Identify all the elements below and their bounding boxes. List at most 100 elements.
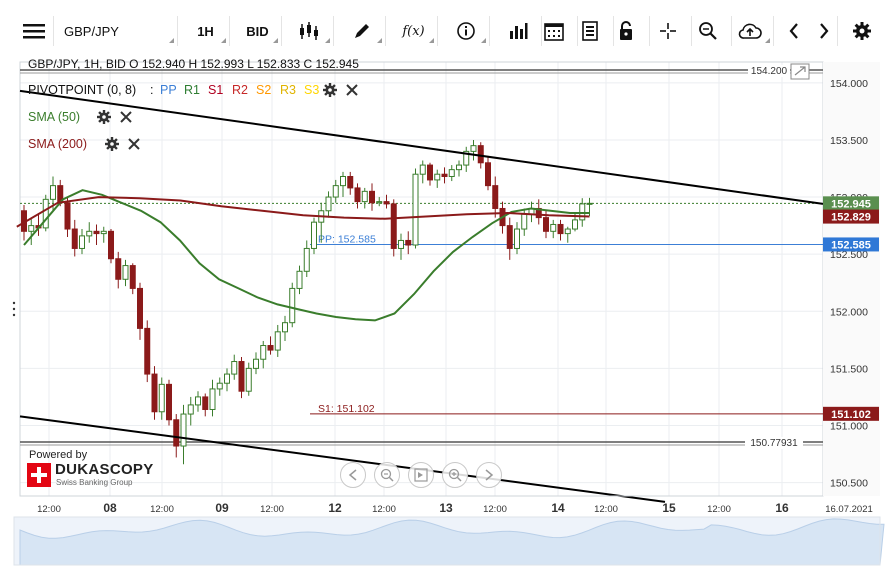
price-type-select[interactable]: BID <box>234 16 282 46</box>
dukascopy-logo: Powered by DUKASCOPY Swiss Banking Group <box>26 449 156 491</box>
candle-body <box>477 145 484 164</box>
brand-name: DUKASCOPY <box>55 461 154 478</box>
sma200-settings-gear-icon[interactable] <box>105 137 119 151</box>
chart-navigation <box>340 460 505 490</box>
candle-body <box>550 223 557 232</box>
candle-body <box>144 327 151 375</box>
fx-icon: f(x) <box>402 23 425 39</box>
upload-button[interactable] <box>726 16 774 46</box>
crosshair-button[interactable] <box>644 16 692 46</box>
volume-button[interactable] <box>494 16 542 46</box>
candle-body <box>441 173 448 177</box>
last-price-label: 152.945 <box>831 198 871 210</box>
candle-body <box>383 201 390 205</box>
price-type-label: BID <box>246 23 269 39</box>
pivot-settings-gear-icon[interactable] <box>323 83 337 97</box>
day-tick-label: 14 <box>551 501 565 515</box>
interval-label: 1H <box>197 23 214 39</box>
chevron-left-icon <box>789 23 798 39</box>
lock-button[interactable] <box>602 16 650 46</box>
candle-body <box>463 150 470 166</box>
candle-body <box>100 230 107 235</box>
sma50-close-icon[interactable] <box>120 111 132 123</box>
scroll-left-button[interactable] <box>780 16 808 46</box>
interval-select[interactable]: 1H <box>182 16 230 46</box>
candle-body <box>50 185 56 200</box>
pivot-close-icon[interactable] <box>346 84 358 96</box>
s1-price-box <box>823 406 879 421</box>
candle-body <box>231 361 238 375</box>
zoom-in-icon <box>448 468 462 482</box>
sma50-settings-gear-icon[interactable] <box>97 110 111 124</box>
candle-body <box>274 331 281 351</box>
candle-body <box>173 419 180 447</box>
candle-body <box>485 162 491 187</box>
report-button[interactable] <box>566 16 614 46</box>
candle-body <box>195 396 201 406</box>
indicators-button[interactable]: f(x) <box>390 16 438 46</box>
chevron-right-icon <box>485 469 494 481</box>
price-tick-label: 150.500 <box>830 478 868 490</box>
lock-icon <box>619 21 632 40</box>
candle-body <box>579 203 586 221</box>
moving-averages <box>16 189 590 322</box>
scroll-right-button[interactable] <box>810 16 838 46</box>
brand-subtitle: Swiss Banking Group <box>56 478 133 487</box>
candle-body <box>427 164 433 181</box>
time-tick-label: 12:00 <box>372 504 396 515</box>
chart-type-button[interactable] <box>286 16 334 46</box>
range-label-bg <box>748 65 790 77</box>
candles <box>21 139 593 465</box>
candle-body <box>137 287 143 329</box>
candle-body <box>238 361 245 392</box>
time-tick-label: 12:00 <box>707 504 731 515</box>
nav-left-button[interactable] <box>340 462 366 488</box>
pp-price-box <box>823 237 879 252</box>
pivot-level-s3: S3 <box>304 83 319 97</box>
candle-body <box>572 219 578 230</box>
pivot-s1-label: S1: 151.102 <box>318 403 375 415</box>
zoom-out-button[interactable] <box>374 462 400 488</box>
chart-frame <box>19 61 824 497</box>
drawing-button[interactable] <box>338 16 386 46</box>
sma200-close-icon[interactable] <box>128 138 140 150</box>
nav-right-button[interactable] <box>476 462 502 488</box>
candle-body <box>42 198 49 229</box>
pivot-level-pp: PP <box>160 83 177 97</box>
price-tick-label: 154.000 <box>830 78 868 90</box>
overview-navigator[interactable] <box>12 300 885 566</box>
symbol-select[interactable]: GBP/JPY <box>56 16 178 46</box>
candle-body <box>187 404 194 415</box>
time-tick-label: 12:00 <box>260 504 284 515</box>
candle-body <box>543 217 549 232</box>
candle-body <box>347 175 354 189</box>
candle-body <box>180 413 187 447</box>
candle-body <box>122 265 129 280</box>
menu-button[interactable] <box>14 16 54 46</box>
calendar-button[interactable] <box>530 16 578 46</box>
s1-price-label: 151.102 <box>831 409 871 421</box>
navigator-frame <box>13 516 881 566</box>
pivot-settings-gear-icon-hole <box>328 88 332 92</box>
maximize-icon-arrow <box>794 66 806 76</box>
last-price-box <box>823 196 879 211</box>
candle-body <box>376 201 383 204</box>
sma50-settings-gear-icon-hole <box>102 115 106 119</box>
day-tick-label: 15 <box>662 501 676 515</box>
settings-button[interactable] <box>846 16 878 46</box>
bottom-range-label: 150.77931 <box>750 438 798 449</box>
time-tick-label: 12:00 <box>483 504 507 515</box>
candle-body <box>28 225 35 232</box>
crosshair-icon <box>659 23 676 39</box>
pivot-level-r1: R1 <box>184 83 200 97</box>
info-button[interactable] <box>442 16 490 46</box>
candle-body <box>514 228 520 249</box>
sma200-indicator-label: SMA (200) <box>28 137 87 151</box>
zoom-in-button[interactable] <box>442 462 468 488</box>
zoom-button[interactable] <box>684 16 732 46</box>
reset-view-button[interactable] <box>408 462 434 488</box>
price-axis: 154.000153.500153.000152.500152.000151.5… <box>790 62 880 496</box>
candle-body <box>405 239 412 246</box>
maximize-icon[interactable] <box>790 63 810 80</box>
